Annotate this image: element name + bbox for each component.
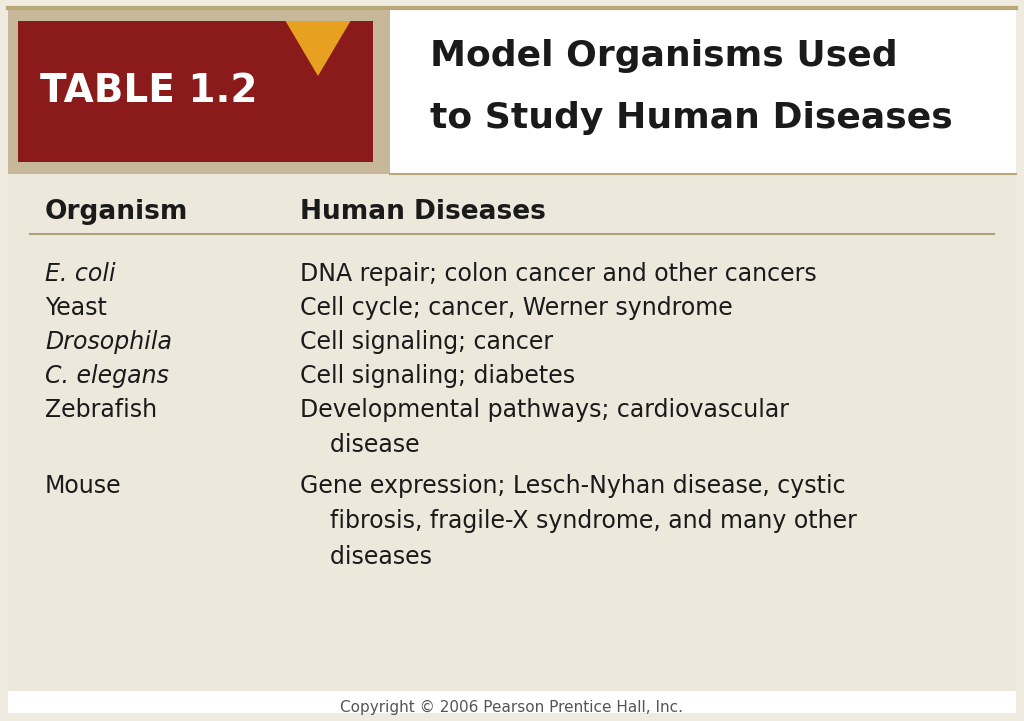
Text: Human Diseases: Human Diseases: [300, 199, 546, 225]
Text: Cell cycle; cancer, Werner syndrome: Cell cycle; cancer, Werner syndrome: [300, 296, 733, 320]
Text: E. coli: E. coli: [45, 262, 116, 286]
Bar: [390, 8, 1016, 174]
Text: Cell signaling; cancer: Cell signaling; cancer: [300, 330, 553, 354]
Text: Model Organisms Used: Model Organisms Used: [430, 39, 898, 73]
Text: to Study Human Diseases: to Study Human Diseases: [430, 101, 952, 135]
Text: Developmental pathways; cardiovascular
    disease: Developmental pathways; cardiovascular d…: [300, 398, 790, 457]
Text: Cell signaling; diabetes: Cell signaling; diabetes: [300, 364, 575, 388]
Bar: [18, 21, 373, 162]
Text: Zebrafish: Zebrafish: [45, 398, 157, 422]
Text: Organism: Organism: [45, 199, 188, 225]
Text: Gene expression; Lesch-Nyhan disease, cystic
    fibrosis, fragile-X syndrome, a: Gene expression; Lesch-Nyhan disease, cy…: [300, 474, 857, 569]
Text: TABLE 1.2: TABLE 1.2: [40, 73, 257, 110]
Text: C. elegans: C. elegans: [45, 364, 169, 388]
Text: Drosophila: Drosophila: [45, 330, 172, 354]
Bar: [8, 174, 1016, 691]
Polygon shape: [286, 21, 350, 76]
Text: Mouse: Mouse: [45, 474, 122, 498]
Text: Copyright © 2006 Pearson Prentice Hall, Inc.: Copyright © 2006 Pearson Prentice Hall, …: [341, 699, 683, 715]
Text: Yeast: Yeast: [45, 296, 106, 320]
Bar: [8, 8, 390, 174]
Text: DNA repair; colon cancer and other cancers: DNA repair; colon cancer and other cance…: [300, 262, 817, 286]
